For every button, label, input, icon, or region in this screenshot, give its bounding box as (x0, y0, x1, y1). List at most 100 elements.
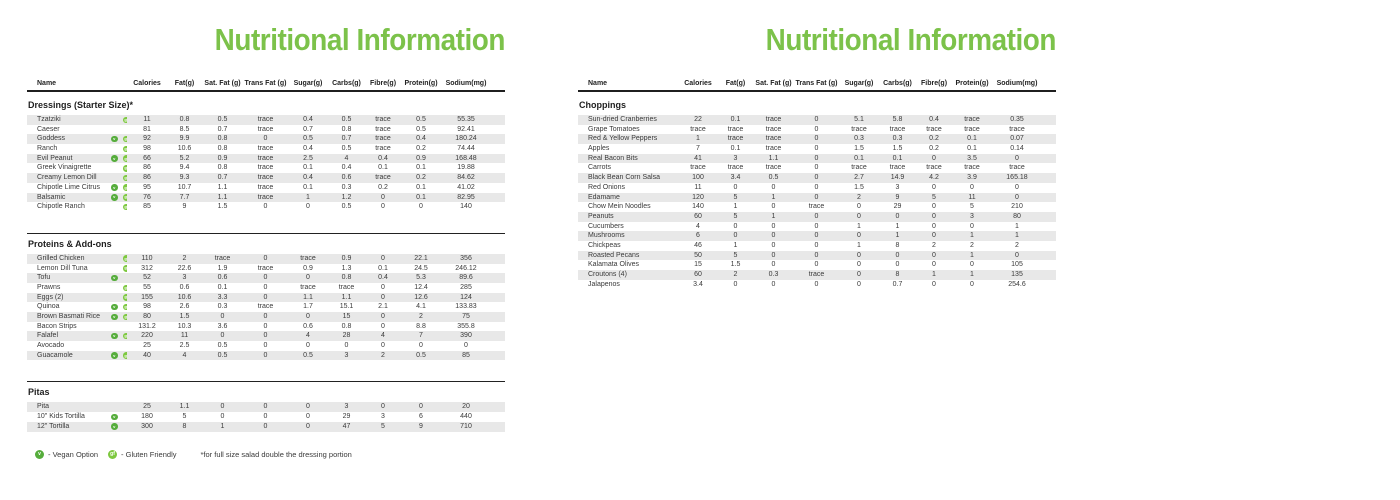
item-name-label: Evil Peanut (37, 154, 73, 162)
value-cell: 710 (460, 422, 472, 430)
item-name-label: Grape Tomatoes (588, 125, 640, 133)
item-name: Pita (27, 402, 127, 412)
item-name: Croutons (4) (578, 270, 678, 280)
value-cell: 60 (694, 271, 702, 278)
value-cell: 0.4 (303, 145, 313, 153)
value-cell: trace (375, 116, 391, 123)
value-cell: 1.9 (217, 264, 228, 272)
section-title: Pitas (28, 387, 50, 398)
value-cell: 0 (895, 261, 900, 269)
item-name: Eggs (2) gf (27, 293, 127, 303)
column-header: Carbs(g) (332, 80, 361, 87)
value-cell: trace (765, 135, 782, 143)
table-row: Chow Mein Noodles 140 1 0 trace 0 29 0 5 210 (578, 202, 1056, 212)
value-cell: 1.5 (730, 261, 741, 269)
nutrition-panel-left: Nutritional Information Name Calories Fat(… (27, 22, 505, 432)
section: Choppings Sun-dried Cranberries 22 0.1 trace… (578, 98, 1056, 289)
value-cell: 0.7 (217, 174, 228, 182)
value-cell: trace (1009, 125, 1025, 133)
value-cell: 92 (143, 135, 151, 143)
table-row: Greek Vinaigrette gf 86 9.4 0.8 trace 0.1 0.4 0.… (27, 163, 505, 173)
value-cell: 0 (895, 251, 900, 259)
value-cell: 0.9 (416, 154, 426, 162)
value-cell: trace (765, 116, 782, 123)
value-cell: 3.6 (217, 322, 228, 330)
value-cell: 29 (342, 413, 351, 421)
value-cell: 1 (306, 193, 310, 201)
value-cell: 0.5 (416, 125, 426, 133)
value-cell: 1.7 (303, 303, 313, 311)
column-header: Fibre(g) (369, 80, 397, 87)
table-row: Grilled Chicken gf 110 2 trace 0 trace 0.9 0 22.1… (27, 253, 505, 264)
value-cell: 0 (381, 293, 385, 301)
gluten-friendly-badge-icon: gf (123, 332, 127, 340)
value-cell: trace (257, 303, 274, 311)
value-cell: 1 (771, 212, 776, 220)
value-cell: 0.5 (217, 116, 228, 123)
value-cell: 0.5 (341, 145, 352, 153)
value-cell: 0 (814, 232, 819, 240)
value-cell: trace (257, 164, 274, 172)
gluten-friendly-badge-icon: gf (123, 145, 127, 153)
value-cell: 4 (182, 351, 187, 359)
gluten-friendly-badge-icon: gf (123, 165, 127, 172)
value-cell: trace (964, 116, 980, 123)
value-cell: trace (926, 164, 942, 172)
value-cell: 3 (733, 154, 738, 162)
item-name: Goddess vgf (27, 134, 127, 144)
value-cell: 11 (968, 193, 976, 201)
table-row: Edamame 120 5 1 0 2 9 5 11 0 (578, 192, 1056, 203)
value-cell: 28 (342, 332, 351, 340)
value-cell: 0 (895, 212, 900, 220)
value-cell: 1 (857, 241, 861, 249)
value-cell: 1.1 (179, 403, 190, 411)
value-cell: 0 (771, 203, 776, 211)
item-name-label: Lemon Dill Tuna (37, 264, 88, 272)
value-cell: 84.62 (457, 174, 475, 182)
value-cell: 0 (814, 125, 819, 133)
value-cell: 110 (141, 254, 153, 262)
value-cell: 1 (220, 422, 225, 430)
value-cell: 29 (893, 203, 902, 211)
value-cell: 124 (460, 293, 472, 301)
value-cell: 0 (263, 422, 268, 430)
value-cell: 10.7 (177, 183, 192, 191)
value-cell: trace (690, 164, 706, 172)
item-name-label: Tzatziki (37, 116, 61, 123)
value-cell: 1.5 (217, 203, 228, 211)
item-name: Red Onions (578, 183, 678, 193)
value-cell: 2 (419, 313, 423, 320)
vegan-badge-icon: v (111, 423, 118, 430)
column-header: Protein(g) (955, 80, 989, 87)
value-cell: 47 (342, 422, 351, 430)
value-cell: 0.5 (341, 116, 352, 123)
value-cell: 86 (143, 164, 151, 172)
value-cell: 0.5 (416, 351, 426, 359)
value-cell: 0 (932, 261, 936, 269)
value-cell: 0 (970, 261, 974, 269)
value-cell: 0 (970, 183, 974, 191)
item-name: Ranch gf (27, 144, 127, 154)
value-cell: 355.8 (457, 322, 475, 330)
item-name: Chickpeas (578, 241, 678, 251)
value-cell: 133.83 (455, 303, 477, 311)
value-cell: 8.5 (179, 125, 190, 133)
vegan-badge-icon: v (111, 303, 118, 311)
value-cell: 0 (381, 322, 385, 330)
item-name-label: Jalapenos (588, 280, 620, 288)
item-name-label: Balsamic (37, 193, 66, 201)
value-cell: 0 (733, 222, 738, 230)
value-cell: trace (257, 183, 274, 191)
value-cell: 2 (381, 351, 385, 359)
value-cell: trace (765, 145, 782, 153)
value-cell: 10.6 (177, 293, 192, 301)
value-cell: 0.3 (892, 135, 903, 143)
value-cell: 120 (692, 193, 704, 201)
value-cell: 81 (143, 125, 151, 133)
item-name-label: Ranch (37, 145, 58, 153)
value-cell: 9.3 (179, 174, 190, 182)
value-cell: 50 (694, 251, 702, 259)
value-cell: 3.5 (967, 154, 977, 162)
value-cell: 0.9 (303, 264, 313, 272)
value-cell: 0.6 (303, 322, 313, 330)
